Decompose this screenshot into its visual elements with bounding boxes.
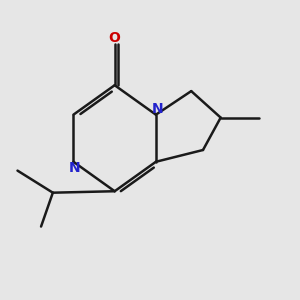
Text: N: N (152, 102, 163, 116)
Text: N: N (69, 161, 81, 175)
Text: O: O (109, 31, 121, 45)
